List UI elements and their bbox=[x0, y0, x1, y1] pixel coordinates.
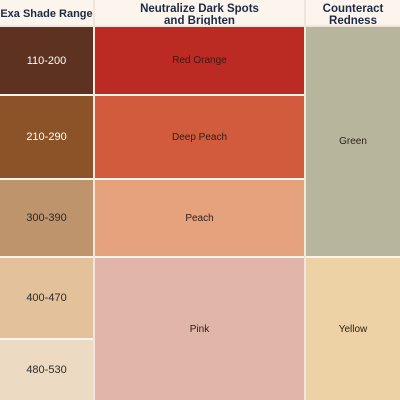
shade-range-480-530: 480-530 bbox=[0, 340, 93, 400]
shade-range-110-200: 110-200 bbox=[0, 27, 93, 94]
column-divider bbox=[93, 0, 95, 400]
corrector-pink: Pink bbox=[95, 258, 304, 400]
header-shade-range: Exa Shade Range bbox=[0, 0, 93, 27]
column-divider bbox=[304, 0, 306, 400]
shade-range-300-390: 300-390 bbox=[0, 180, 93, 256]
corrector-green: Green bbox=[306, 27, 400, 256]
corrector-red-orange: Red Orange bbox=[95, 27, 304, 94]
header-counteract: Counteract Redness bbox=[306, 0, 400, 27]
header-divider bbox=[0, 25, 400, 27]
shade-range-400-470: 400-470 bbox=[0, 258, 93, 338]
corrector-peach: Peach bbox=[95, 180, 304, 256]
shade-range-210-290: 210-290 bbox=[0, 96, 93, 178]
header-neutralize: Neutralize Dark Spots and Brighten bbox=[95, 0, 304, 27]
corrector-deep-peach: Deep Peach bbox=[95, 96, 304, 178]
corrector-yellow: Yellow bbox=[306, 258, 400, 400]
